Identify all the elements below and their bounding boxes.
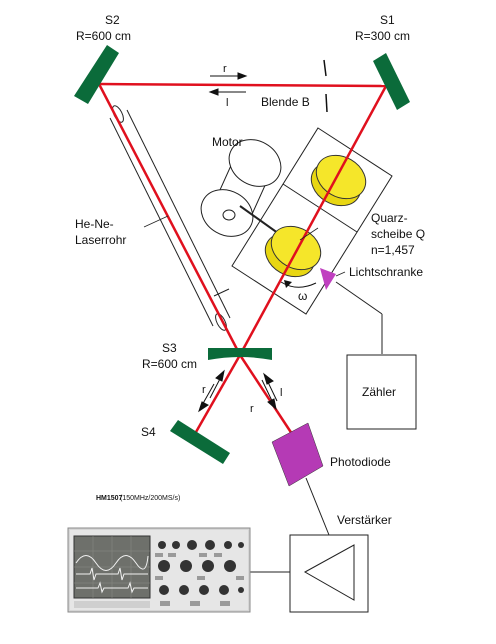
quarz-label-line2: scheibe Q	[371, 227, 425, 241]
s2-radius: R=600 cm	[76, 29, 131, 43]
blende-b-aperture	[323, 59, 328, 113]
lichtschranke-label: Lichtschranke	[349, 265, 423, 279]
direction-r-right: r	[250, 403, 254, 415]
motor	[200, 139, 283, 237]
rotation-arrowhead	[284, 280, 292, 288]
quarz-label-line1: Quarz-	[371, 211, 408, 225]
oscilloscope-model: HM1507	[96, 495, 123, 502]
scope-trace-1	[75, 555, 149, 571]
direction-l-top: l	[226, 97, 228, 109]
motor-label: Motor	[212, 135, 243, 149]
mirror-s2	[74, 45, 119, 104]
quartz-disc-lower	[264, 225, 322, 278]
direction-r-top: r	[223, 63, 227, 75]
scope-trace-3	[76, 581, 148, 594]
s1-name: S1	[380, 13, 395, 27]
quarz-label-line3: n=1,457	[371, 243, 415, 257]
lichtschranke-sensor	[320, 268, 336, 290]
leader-lines	[143, 215, 346, 277]
verstaerker-label: Verstärker	[337, 513, 392, 527]
direction-r-left: r	[202, 384, 206, 396]
oscilloscope	[67, 527, 251, 613]
laser-tube	[109, 105, 231, 331]
photodiode	[271, 422, 324, 487]
verstaerker-box	[289, 534, 369, 613]
mirror-s1	[373, 53, 410, 110]
photodiode-cable	[305, 477, 330, 536]
laser-label-line2: Laserrohr	[75, 233, 126, 247]
photodiode-label: Photodiode	[330, 455, 391, 469]
direction-arrows-top	[208, 72, 248, 96]
zaehler-box	[346, 354, 417, 430]
mirror-s3	[208, 348, 272, 360]
direction-l-right: l	[280, 387, 282, 399]
s3-radius: R=600 cm	[142, 357, 197, 371]
lichtschranke-cable	[335, 281, 383, 315]
laser-label-line1: He-Ne-	[75, 217, 114, 231]
zaehler-label: Zähler	[362, 385, 396, 399]
mirror-s4	[170, 420, 230, 464]
direction-arrows-s3	[198, 369, 278, 413]
rotation-arrow	[280, 281, 317, 288]
s3-name: S3	[162, 341, 177, 355]
s4-name: S4	[141, 425, 156, 439]
omega-label: ω	[298, 289, 307, 303]
s1-radius: R=300 cm	[355, 29, 410, 43]
scope-trace-2	[76, 567, 148, 581]
laser-beams	[97, 82, 388, 441]
oscilloscope-spec: (150MHz/200MS/s)	[120, 495, 180, 502]
s2-name: S2	[105, 13, 120, 27]
quartz-disc-upper	[310, 154, 367, 207]
amplifier-triangle-icon	[303, 544, 355, 601]
blende-label: Blende B	[261, 95, 310, 109]
